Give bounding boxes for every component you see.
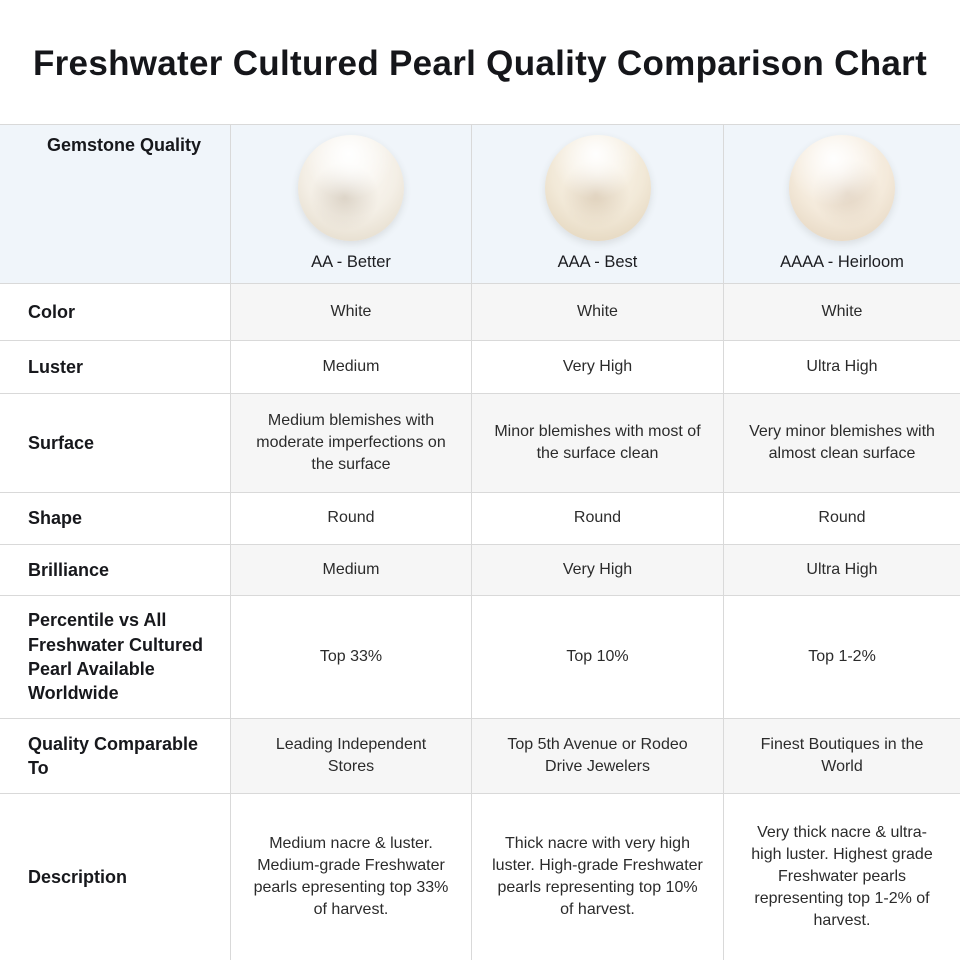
comparison-table: Gemstone Quality AA - Better AAA - Best … <box>0 124 960 960</box>
row-label-description: Description <box>28 866 128 887</box>
cell-luster-aa: Medium <box>230 341 471 393</box>
page-title: Freshwater Cultured Pearl Quality Compar… <box>32 44 928 83</box>
header-cell-aa: AA - Better <box>230 125 471 283</box>
table-row-shape: Shape Round Round Round <box>0 492 960 544</box>
table-row-percentile: Percentile vs All Freshwater Cultured Pe… <box>0 595 960 718</box>
cell-quality-comparable-aaa: Top 5th Avenue or Rodeo Drive Jewelers <box>471 719 723 793</box>
cell-surface-aa: Medium blemishes with moderate imperfect… <box>230 394 471 492</box>
grade-label-aaaa: AAAA - Heirloom <box>780 252 904 271</box>
row-label-shape: Shape <box>28 508 83 529</box>
pearl-image-aa <box>298 134 404 241</box>
row-label-brilliance: Brilliance <box>28 559 110 580</box>
cell-luster-aaaa: Ultra High <box>723 341 960 393</box>
header-cell-aaaa: AAAA - Heirloom <box>723 125 960 283</box>
cell-shape-aaaa: Round <box>723 493 960 544</box>
cell-brilliance-aaa: Very High <box>471 545 723 595</box>
cell-quality-comparable-aa: Leading Independent Stores <box>230 719 471 793</box>
cell-description-aaaa: Very thick nacre & ultra-high luster. Hi… <box>723 794 960 960</box>
cell-brilliance-aa: Medium <box>230 545 471 595</box>
cell-surface-aaaa: Very minor blemishes with almost clean s… <box>723 394 960 492</box>
cell-surface-aaa: Minor blemishes with most of the surface… <box>471 394 723 492</box>
cell-percentile-aa: Top 33% <box>230 596 471 718</box>
cell-color-aaa: White <box>471 284 723 340</box>
cell-color-aaaa: White <box>723 284 960 340</box>
cell-color-aa: White <box>230 284 471 340</box>
cell-description-aa: Medium nacre & luster. Medium-grade Fres… <box>230 794 471 960</box>
row-label-surface: Surface <box>28 432 95 453</box>
pearl-image-aaa <box>544 134 651 241</box>
cell-quality-comparable-aaaa: Finest Boutiques in the World <box>723 719 960 793</box>
cell-percentile-aaaa: Top 1-2% <box>723 596 960 718</box>
cell-brilliance-aaaa: Ultra High <box>723 545 960 595</box>
table-header-row: Gemstone Quality AA - Better AAA - Best … <box>0 124 960 283</box>
table-row-description: Description Medium nacre & luster. Mediu… <box>0 793 960 960</box>
cell-description-aaa: Thick nacre with very high luster. High-… <box>471 794 723 960</box>
row-label-color: Color <box>28 301 75 322</box>
table-row-brilliance: Brilliance Medium Very High Ultra High <box>0 544 960 595</box>
header-cell-aaa: AAA - Best <box>471 125 723 283</box>
cell-shape-aaa: Round <box>471 493 723 544</box>
row-label-percentile: Percentile vs All Freshwater Cultured Pe… <box>28 610 204 704</box>
pearl-image-aaaa <box>789 134 895 241</box>
grade-label-aa: AA - Better <box>311 252 391 271</box>
cell-percentile-aaa: Top 10% <box>471 596 723 718</box>
table-row-color: Color White White White <box>0 283 960 340</box>
grade-label-aaa: AAA - Best <box>557 252 638 271</box>
row-label-luster: Luster <box>28 356 84 377</box>
header-label-gemstone-quality: Gemstone Quality <box>46 135 202 155</box>
cell-luster-aaa: Very High <box>471 341 723 393</box>
table-row-quality-comparable: Quality Comparable To Leading Independen… <box>0 718 960 793</box>
table-row-luster: Luster Medium Very High Ultra High <box>0 340 960 393</box>
row-label-quality-comparable: Quality Comparable To <box>28 733 199 778</box>
cell-shape-aa: Round <box>230 493 471 544</box>
table-row-surface: Surface Medium blemishes with moderate i… <box>0 393 960 492</box>
